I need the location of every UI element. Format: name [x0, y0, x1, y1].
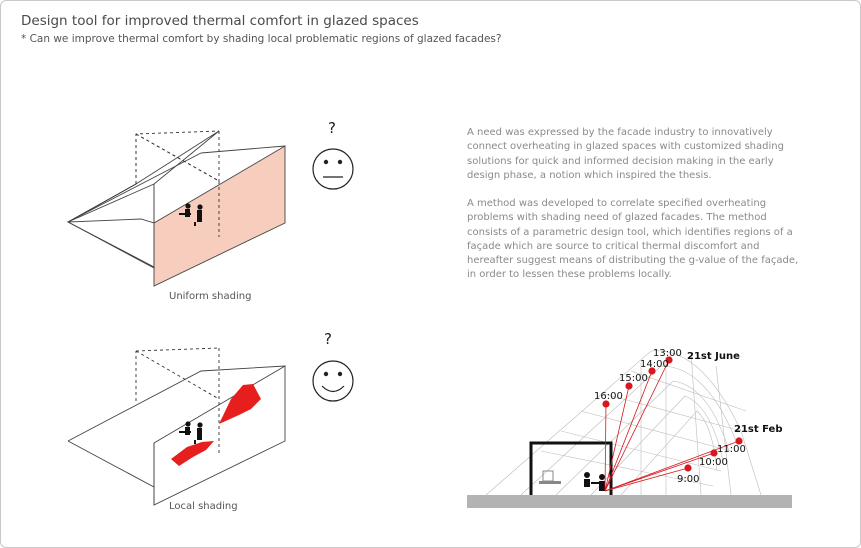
time-label-1600: 16:00	[594, 391, 623, 402]
sun-marker-1000	[710, 449, 718, 457]
local-shade-lower	[171, 441, 214, 466]
sun-marker-1400	[648, 367, 656, 375]
office-section-icon	[539, 470, 605, 491]
neutral-face-icon	[312, 148, 354, 190]
page-title: Design tool for improved thermal comfort…	[21, 13, 419, 29]
page-subtitle: * Can we improve thermal comfort by shad…	[21, 33, 502, 45]
feb-label: 21st Feb	[734, 424, 783, 435]
sun-marker-1100	[735, 437, 743, 445]
question-mark-top: ?	[328, 119, 336, 137]
time-label-0900: 9:00	[677, 474, 699, 485]
smiley-face-icon	[312, 360, 354, 402]
time-label-1000: 10:00	[699, 457, 728, 468]
time-label-1100: 11:00	[717, 444, 746, 455]
time-label-1300: 13:00	[653, 348, 682, 359]
june-label: 21st June	[687, 351, 740, 362]
time-label-1500: 15:00	[619, 373, 648, 384]
local-shade-upper	[219, 384, 261, 424]
sun-marker-0900	[684, 464, 692, 472]
local-shading-caption: Local shading	[169, 501, 238, 512]
office-worker-icon	[179, 203, 203, 226]
time-label-1400: 14:00	[640, 359, 669, 370]
uniform-shading-caption: Uniform shading	[169, 291, 252, 302]
building-section	[529, 441, 613, 495]
paragraph-method: A method was developed to correlate spec…	[467, 198, 799, 281]
paragraph-need: A need was expressed by the facade indus…	[467, 127, 784, 181]
sun-marker-1600	[602, 400, 610, 408]
ground-bar	[467, 495, 792, 508]
office-worker-icon-local	[179, 421, 203, 444]
sun-marker-1500	[625, 382, 633, 390]
question-mark-bottom: ?	[324, 330, 332, 348]
sun-marker-1300	[665, 356, 673, 364]
